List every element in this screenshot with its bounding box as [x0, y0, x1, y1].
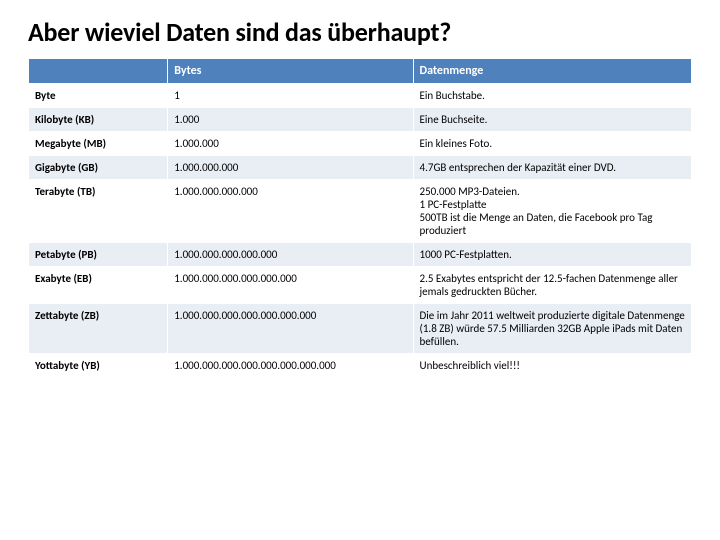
- desc-cell: 250.000 MP3-Dateien.1 PC-Festplatte500TB…: [413, 180, 691, 243]
- col-header-amount: Datenmenge: [413, 59, 691, 84]
- bytes-cell: 1.000: [168, 108, 413, 132]
- unit-cell: Yottabyte (YB): [29, 354, 168, 378]
- bytes-cell: 1.000.000.000: [168, 156, 413, 180]
- table-row: Gigabyte (GB) 1.000.000.000 4.7GB entspr…: [29, 156, 692, 180]
- table-row: Yottabyte (YB) 1.000.000.000.000.000.000…: [29, 354, 692, 378]
- desc-cell: Ein kleines Foto.: [413, 132, 691, 156]
- unit-cell: Terabyte (TB): [29, 180, 168, 243]
- desc-cell: Eine Buchseite.: [413, 108, 691, 132]
- table-row: Byte 1 Ein Buchstabe.: [29, 84, 692, 108]
- unit-cell: Byte: [29, 84, 168, 108]
- unit-cell: Zettabyte (ZB): [29, 304, 168, 354]
- bytes-cell: 1.000.000: [168, 132, 413, 156]
- bytes-cell: 1.000.000.000.000.000: [168, 243, 413, 267]
- bytes-cell: 1.000.000.000.000.000.000.000: [168, 304, 413, 354]
- desc-cell: 4.7GB entsprechen der Kapazität einer DV…: [413, 156, 691, 180]
- unit-cell: Petabyte (PB): [29, 243, 168, 267]
- table-row: Exabyte (EB) 1.000.000.000.000.000.000 2…: [29, 267, 692, 304]
- slide: Aber wieviel Daten sind das überhaupt? B…: [0, 0, 720, 540]
- table-row: Zettabyte (ZB) 1.000.000.000.000.000.000…: [29, 304, 692, 354]
- table-row: Kilobyte (KB) 1.000 Eine Buchseite.: [29, 108, 692, 132]
- table-row: Megabyte (MB) 1.000.000 Ein kleines Foto…: [29, 132, 692, 156]
- desc-cell: 2.5 Exabytes entspricht der 12.5-fachen …: [413, 267, 691, 304]
- unit-cell: Exabyte (EB): [29, 267, 168, 304]
- bytes-cell: 1: [168, 84, 413, 108]
- bytes-cell: 1.000.000.000.000: [168, 180, 413, 243]
- desc-cell: Die im Jahr 2011 weltweit produzierte di…: [413, 304, 691, 354]
- bytes-cell: 1.000.000.000.000.000.000: [168, 267, 413, 304]
- page-title: Aber wieviel Daten sind das überhaupt?: [28, 16, 692, 48]
- table-row: Petabyte (PB) 1.000.000.000.000.000 1000…: [29, 243, 692, 267]
- unit-cell: Gigabyte (GB): [29, 156, 168, 180]
- col-header-unit: [29, 59, 168, 84]
- data-size-table: Bytes Datenmenge Byte 1 Ein Buchstabe. K…: [28, 58, 692, 378]
- table-row: Terabyte (TB) 1.000.000.000.000 250.000 …: [29, 180, 692, 243]
- table-header-row: Bytes Datenmenge: [29, 59, 692, 84]
- desc-cell: Ein Buchstabe.: [413, 84, 691, 108]
- col-header-bytes: Bytes: [168, 59, 413, 84]
- desc-cell: 1000 PC-Festplatten.: [413, 243, 691, 267]
- desc-cell: Unbeschreiblich viel!!!: [413, 354, 691, 378]
- unit-cell: Kilobyte (KB): [29, 108, 168, 132]
- unit-cell: Megabyte (MB): [29, 132, 168, 156]
- bytes-cell: 1.000.000.000.000.000.000.000.000: [168, 354, 413, 378]
